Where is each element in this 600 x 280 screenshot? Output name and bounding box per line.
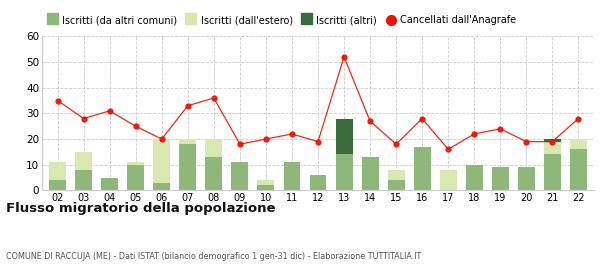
Bar [544,142,561,155]
Bar [440,170,457,190]
Bar [362,157,379,190]
Bar [127,165,144,190]
Legend: Iscritti (da altri comuni), Iscritti (dall'estero), Iscritti (altri), Cancellati: Iscritti (da altri comuni), Iscritti (da… [47,15,517,25]
Text: COMUNE DI RACCUJA (ME) - Dati ISTAT (bilancio demografico 1 gen-31 dic) - Elabor: COMUNE DI RACCUJA (ME) - Dati ISTAT (bil… [6,252,421,261]
Bar [310,175,326,190]
Bar [466,165,482,190]
Bar [179,139,196,144]
Bar [544,139,561,142]
Bar [75,170,92,190]
Bar [570,139,587,149]
Bar [101,178,118,190]
Bar [49,162,66,180]
Bar [75,152,92,170]
Bar [518,167,535,190]
Bar [492,167,509,190]
Bar [205,157,223,190]
Bar [154,139,170,183]
Bar [257,185,274,190]
Bar [49,180,66,190]
Bar [335,118,353,155]
Bar [179,144,196,190]
Bar [388,170,404,180]
Bar [388,180,404,190]
Bar [205,139,223,157]
Text: Flusso migratorio della popolazione: Flusso migratorio della popolazione [6,202,275,214]
Bar [284,162,301,190]
Bar [232,162,248,190]
Bar [413,147,431,190]
Bar [335,155,353,190]
Bar [127,162,144,165]
Bar [154,183,170,190]
Bar [257,180,274,185]
Bar [544,155,561,190]
Bar [570,149,587,190]
